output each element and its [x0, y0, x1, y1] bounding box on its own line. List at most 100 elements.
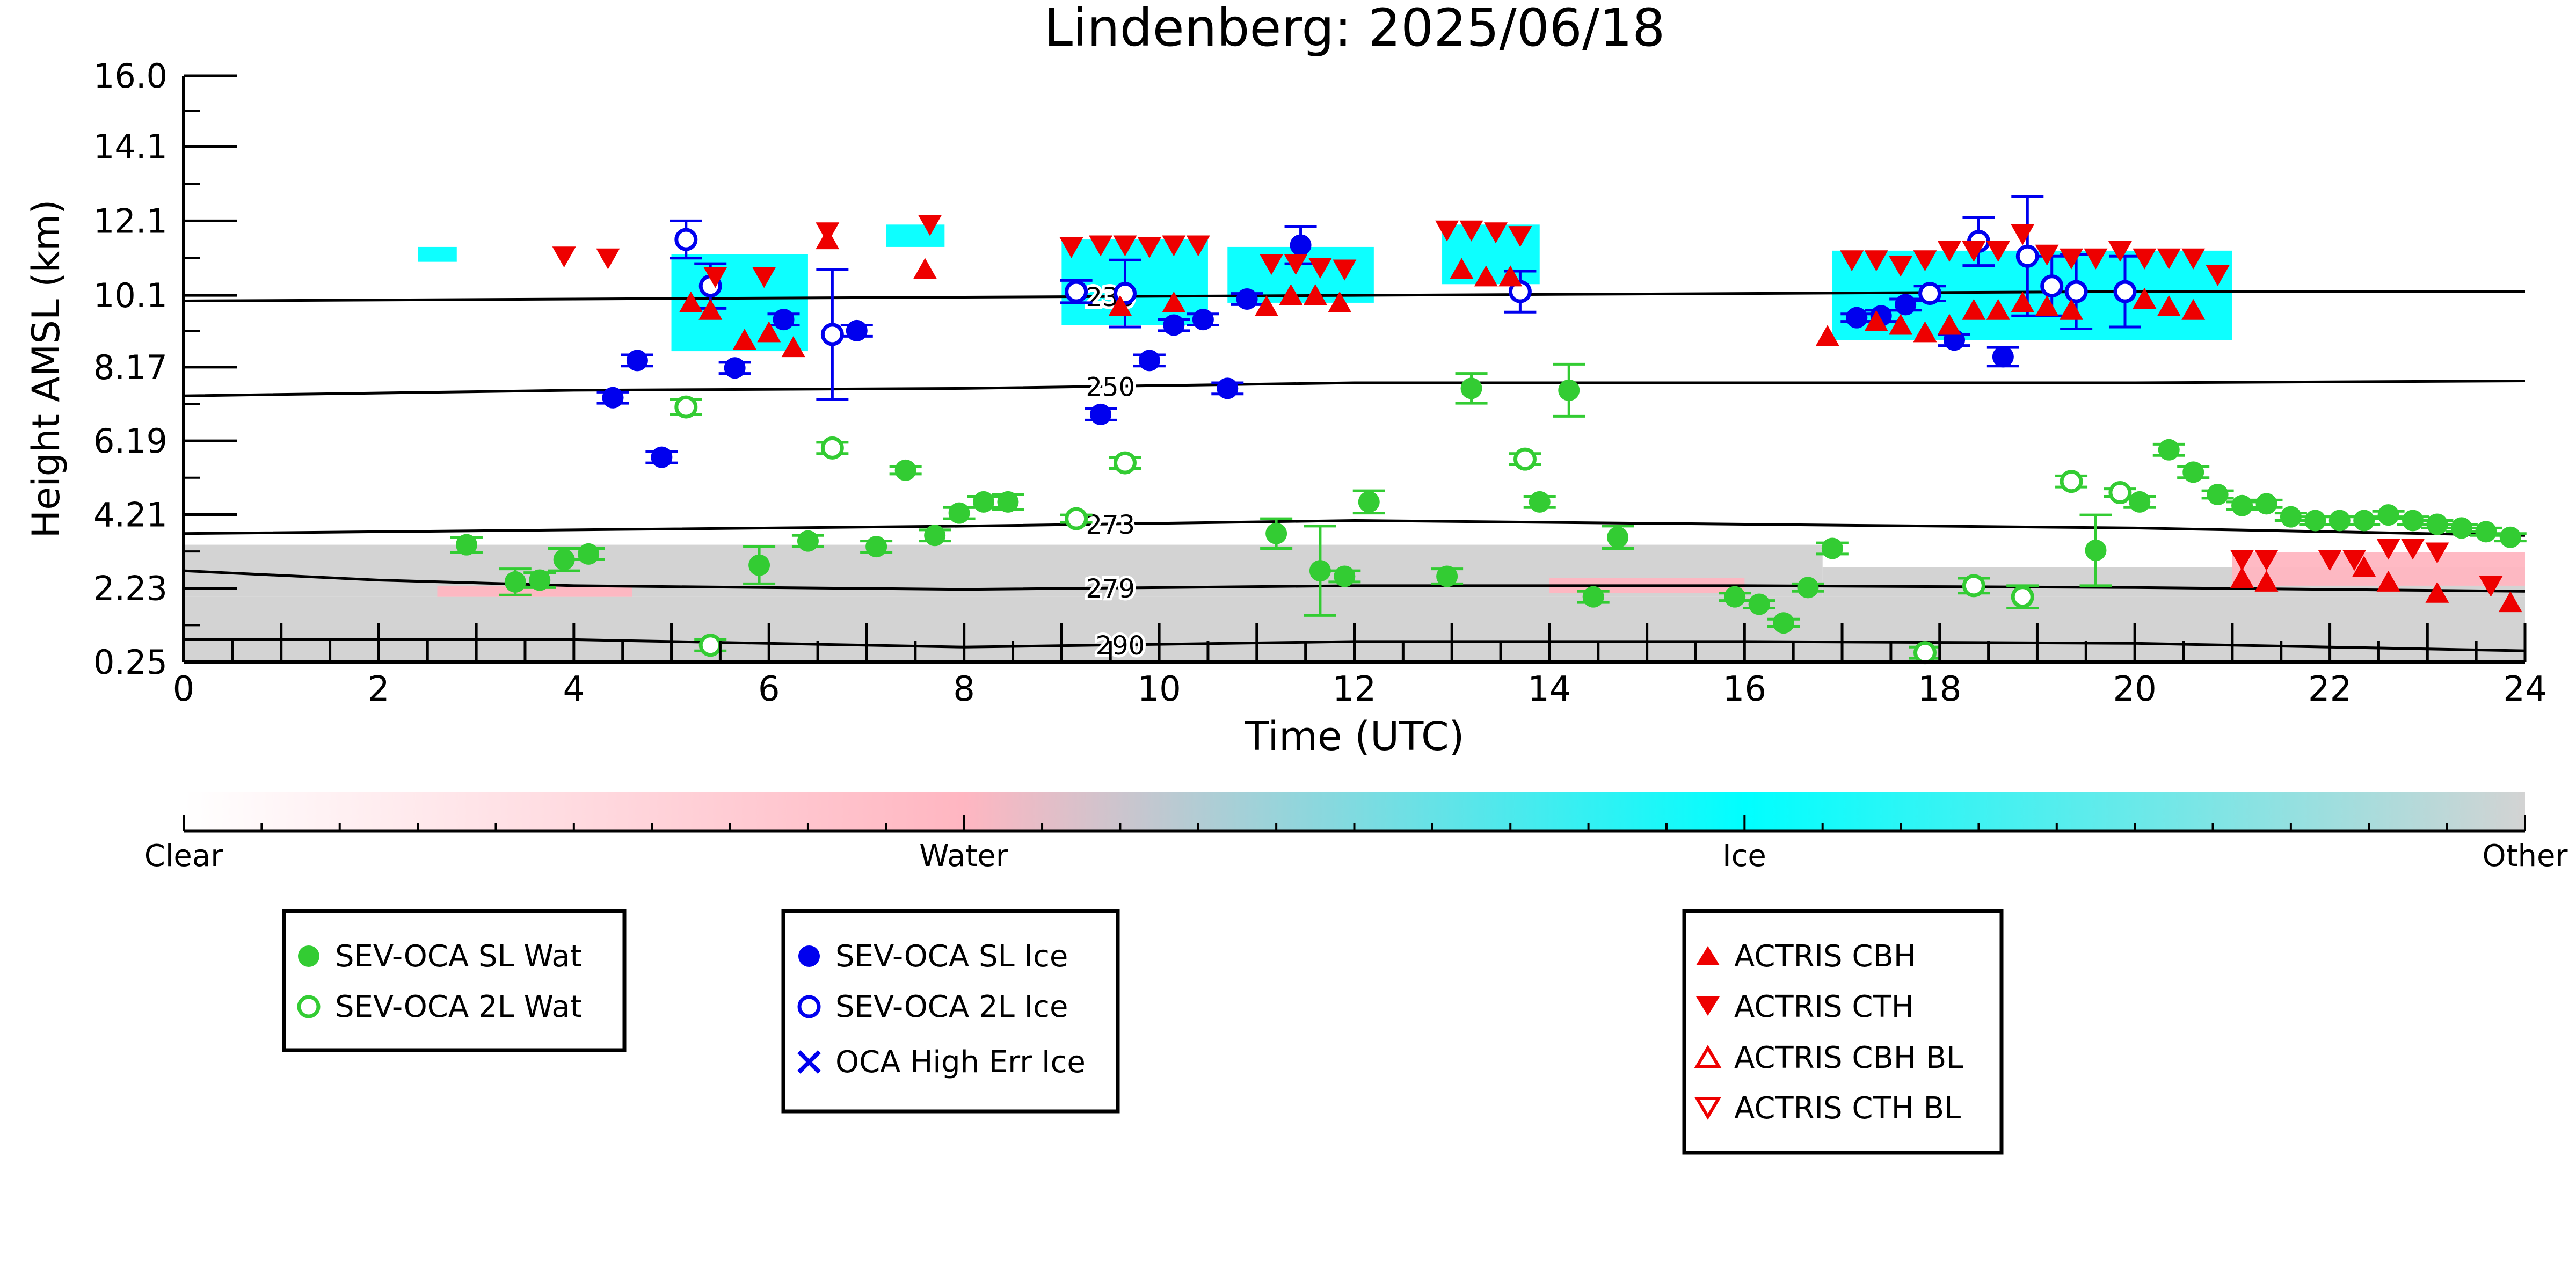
data-point	[2011, 585, 2034, 609]
data-point	[1186, 235, 1210, 257]
data-point	[1138, 350, 1160, 372]
legend-label-cth: ACTRIS CTH	[1734, 989, 1914, 1024]
y-tick-label: 16.0	[93, 56, 168, 96]
data-point	[698, 634, 722, 657]
y-tick-label: 2.23	[93, 569, 168, 608]
data-point	[1913, 641, 1937, 665]
y-tick-label: 14.1	[93, 127, 168, 166]
data-point	[2108, 481, 2132, 505]
data-point	[1113, 235, 1137, 257]
data-point	[1192, 309, 1214, 331]
x-tick-label: 6	[758, 670, 780, 709]
data-point	[1508, 280, 1532, 303]
data-point	[1089, 235, 1113, 257]
data-point	[455, 534, 477, 556]
data-point	[748, 554, 770, 576]
data-point	[1913, 321, 1937, 343]
data-point	[2060, 470, 2083, 493]
data-point	[2231, 494, 2253, 516]
data-point	[2328, 510, 2351, 532]
data-point	[2158, 439, 2180, 461]
data-point	[820, 323, 844, 346]
data-point	[504, 571, 526, 593]
legend-marker-high-err-ice	[797, 1050, 821, 1074]
data-point	[1328, 291, 1352, 312]
data-point	[1889, 314, 1913, 335]
data-point	[865, 536, 887, 558]
data-point	[2011, 224, 2035, 245]
data-point	[2499, 526, 2521, 548]
data-point	[1113, 451, 1137, 475]
data-point	[2402, 510, 2424, 532]
data-point	[578, 543, 600, 565]
data-point	[894, 459, 916, 481]
y-tick-label: 8.17	[93, 348, 168, 387]
colorbar-label-ice: Ice	[1722, 839, 1766, 874]
data-point	[1436, 565, 1458, 587]
data-point	[1962, 574, 1985, 598]
data-point	[596, 248, 620, 270]
data-point	[1217, 377, 1239, 399]
data-point	[1265, 522, 1287, 544]
data-point	[1513, 447, 1537, 471]
legend-actris: ACTRIS CBH ACTRIS CTH ACTRIS CBH BL ACTR…	[1682, 909, 2004, 1155]
data-point	[2085, 540, 2107, 561]
data-point	[1459, 220, 1483, 242]
data-point	[2206, 265, 2230, 286]
legend-label-high-err-ice: OCA High Err Ice	[835, 1045, 1086, 1080]
data-point	[2376, 570, 2400, 592]
x-tick-label: 10	[1137, 670, 1181, 709]
data-point	[2129, 491, 2151, 513]
data-point	[1108, 295, 1132, 316]
x-tick-label: 18	[1918, 670, 1961, 709]
y-axis-label: Height AMSL (km)	[24, 200, 68, 539]
x-tick-label: 2	[368, 670, 390, 709]
data-point	[1435, 220, 1459, 242]
data-point	[2426, 513, 2448, 535]
x-tick-label: 24	[2503, 670, 2546, 709]
isotherm-line-250	[184, 380, 2525, 397]
data-point	[1498, 265, 1523, 287]
data-point	[2060, 248, 2084, 270]
data-point	[703, 267, 727, 288]
data-point	[1529, 491, 1551, 513]
data-point	[1582, 586, 1604, 608]
data-point	[1864, 310, 1888, 331]
data-point	[1163, 314, 1185, 336]
data-point	[2230, 550, 2254, 571]
isotherm-label-290: 290	[1096, 631, 1145, 661]
data-point	[1236, 288, 1258, 310]
data-point	[602, 387, 624, 409]
y-tick-label: 0.25	[93, 643, 168, 682]
data-point	[1724, 586, 1746, 608]
x-tick-label: 12	[1333, 670, 1376, 709]
data-point	[2255, 493, 2277, 515]
legend-label-sl-ice: SEV-OCA SL Ice	[835, 939, 1068, 974]
data-point	[1290, 234, 1312, 256]
y-tick-label: 12.1	[93, 201, 168, 241]
legend-label-2l-ice: SEV-OCA 2L Ice	[835, 989, 1068, 1024]
data-point	[2353, 510, 2375, 532]
data-point	[2157, 295, 2181, 316]
data-point	[2377, 504, 2399, 526]
colorbar-label-other: Other	[2482, 839, 2568, 874]
data-point	[797, 530, 819, 552]
chart-title: Lindenberg: 2025/06/18	[1044, 0, 1665, 58]
data-point	[2475, 521, 2497, 543]
data-point	[773, 309, 795, 331]
isotherm-label-273: 273	[1086, 510, 1135, 540]
data-point	[1334, 565, 1356, 587]
legend-label-cbh: ACTRIS CBH	[1734, 939, 1916, 974]
data-point	[1607, 526, 1629, 548]
data-point	[2108, 241, 2132, 262]
data-point	[2304, 510, 2326, 532]
data-point	[1162, 235, 1186, 257]
legend-marker-cbh	[1696, 946, 1720, 965]
mask-water-0	[437, 585, 632, 597]
series-sev-oca-sl-wat	[450, 362, 2527, 634]
data-point	[679, 291, 703, 312]
data-point	[552, 246, 576, 268]
mask-ice-6	[886, 224, 945, 247]
data-point	[1846, 307, 1868, 329]
data-point	[1986, 241, 2010, 262]
